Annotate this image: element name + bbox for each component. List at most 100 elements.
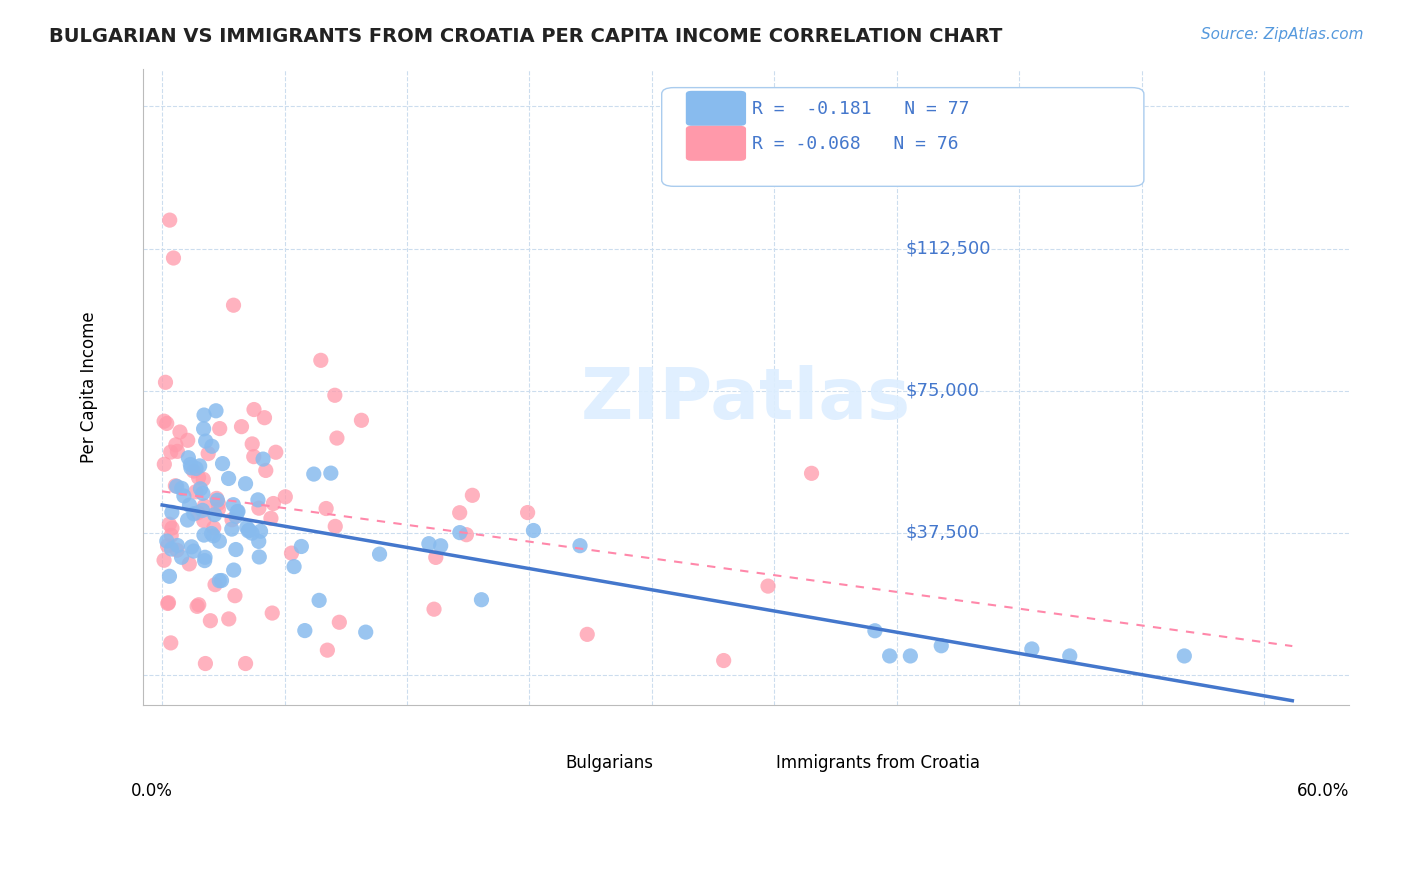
Point [166,479,188,493]
Point [160,505,183,519]
Point [205,491,228,506]
Point [280,546,302,560]
Point [183,507,205,521]
Point [225,542,247,557]
Point [211,574,233,588]
Point [179,458,201,472]
Point [222,498,245,512]
Point [177,450,200,465]
Point [160,528,183,542]
Point [240,526,263,541]
Point [254,463,277,477]
Point [236,520,259,534]
Point [170,550,193,565]
Point [290,540,312,554]
Text: R = -0.068   N = 76: R = -0.068 N = 76 [752,135,959,153]
Point [153,414,176,428]
Point [423,602,446,616]
Text: Immigrants from Croatia: Immigrants from Croatia [776,754,980,772]
Point [576,627,599,641]
Point [898,648,921,663]
Point [179,557,201,571]
Point [160,541,183,556]
Point [193,422,215,436]
Point [326,431,349,445]
Point [187,506,209,520]
Point [569,539,592,553]
Text: 0.0%: 0.0% [131,781,173,799]
Point [800,467,823,481]
FancyBboxPatch shape [662,87,1144,186]
Point [1021,642,1043,657]
Point [156,597,179,611]
Point [166,539,188,553]
Point [165,438,187,452]
Point [247,534,270,549]
Point [165,479,187,493]
Point [929,639,952,653]
Point [186,599,208,614]
Point [262,496,284,510]
Point [156,534,179,549]
Point [187,470,209,484]
Text: $112,500: $112,500 [905,240,991,258]
Point [200,614,222,628]
Point [157,596,180,610]
Point [863,624,886,638]
Point [425,550,447,565]
Point [156,539,179,553]
Point [202,521,225,535]
Point [156,417,179,431]
Point [184,484,207,499]
Point [187,598,209,612]
Point [242,450,264,464]
Point [226,504,249,518]
Point [221,513,243,527]
Point [159,213,181,227]
Point [350,413,373,427]
Point [231,419,253,434]
Point [193,408,215,422]
Point [205,404,228,418]
Point [418,537,440,551]
Point [253,410,276,425]
Point [449,525,471,540]
Text: $75,000: $75,000 [905,382,979,400]
Text: Source: ZipAtlas.com: Source: ZipAtlas.com [1201,27,1364,42]
Point [1059,648,1081,663]
Text: Bulgarians: Bulgarians [565,754,654,772]
Point [204,508,226,522]
Point [153,457,176,471]
Point [183,544,205,558]
Point [153,553,176,567]
Point [315,501,337,516]
Point [294,624,316,638]
Point [456,527,478,541]
Point [218,612,240,626]
Point [235,657,257,671]
Point [166,444,188,458]
Point [179,498,201,512]
Point [218,471,240,485]
Point [160,521,183,535]
Point [260,511,283,525]
Point [461,488,484,502]
Point [176,513,198,527]
Point [208,421,231,435]
Point [235,476,257,491]
Point [879,648,901,663]
Point [328,615,350,630]
Text: $150,000: $150,000 [905,97,990,115]
FancyBboxPatch shape [686,91,747,126]
Text: Per Capita Income: Per Capita Income [80,311,98,463]
Text: ZIPatlas: ZIPatlas [581,365,911,434]
Point [226,505,249,519]
Point [197,446,219,460]
Text: 60.0%: 60.0% [1296,781,1348,799]
Point [173,489,195,503]
Point [201,439,224,453]
Point [274,490,297,504]
Point [194,550,217,565]
Point [252,452,274,467]
Point [449,506,471,520]
